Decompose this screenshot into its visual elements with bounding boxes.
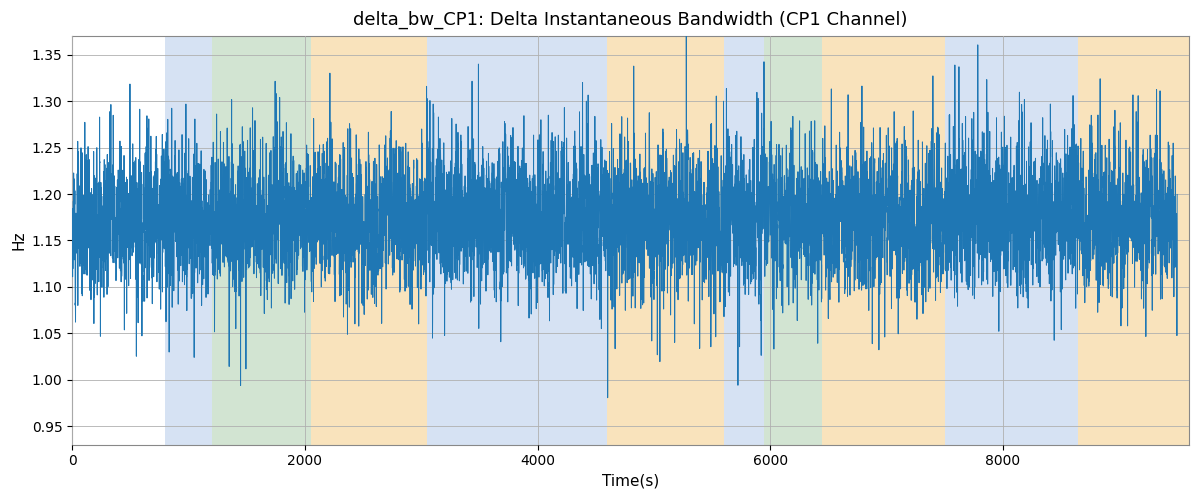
Bar <box>822 36 944 445</box>
Bar <box>944 36 1079 445</box>
Bar <box>212 36 311 445</box>
Bar <box>607 36 724 445</box>
Bar <box>1079 36 1189 445</box>
Bar <box>764 36 822 445</box>
Bar <box>311 36 427 445</box>
Bar <box>166 36 212 445</box>
Y-axis label: Hz: Hz <box>11 230 26 250</box>
Bar <box>427 36 607 445</box>
X-axis label: Time(s): Time(s) <box>602 474 659 489</box>
Bar <box>724 36 764 445</box>
Title: delta_bw_CP1: Delta Instantaneous Bandwidth (CP1 Channel): delta_bw_CP1: Delta Instantaneous Bandwi… <box>353 11 908 30</box>
